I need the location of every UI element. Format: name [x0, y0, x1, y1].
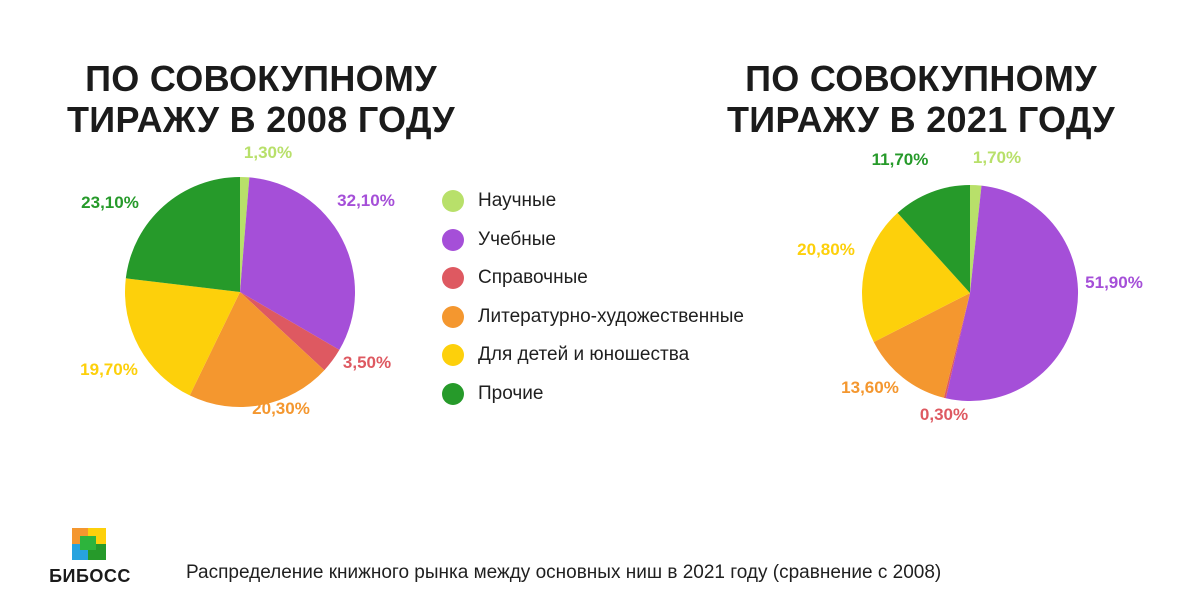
- legend-label-education: Учебные: [478, 228, 556, 250]
- pie-2021-label-education: 51,90%: [1085, 273, 1143, 292]
- legend-label-other: Прочие: [478, 382, 544, 404]
- legend-item-reference: Справочные: [442, 259, 744, 298]
- pie-2008-slice-children: [125, 278, 240, 396]
- legend-item-fiction: Литературно-художественные: [442, 298, 744, 337]
- legend-item-children: Для детей и юношества: [442, 336, 744, 375]
- brand-name: БИБОСС: [49, 566, 131, 586]
- pie-2021-slice-education: [945, 185, 1079, 402]
- pie-2021-slice-science: [970, 185, 982, 293]
- pie-2008-label-science: 1,30%: [244, 143, 292, 162]
- chart-title-2008: ПО СОВОКУПНОМУ ТИРАЖУ В 2008 ГОДУ: [67, 58, 455, 140]
- pie-2021-slice-children: [862, 212, 970, 343]
- pie-2008-slice-science: [240, 176, 250, 292]
- legend-swatch-other: [442, 382, 464, 405]
- legend-swatch-education: [442, 228, 464, 251]
- footer-caption: Распределение книжного рынка между основ…: [186, 562, 942, 583]
- logo-mark-icon: [72, 528, 106, 560]
- pie-2021-label-fiction: 13,60%: [841, 378, 899, 397]
- pie-2008-slice-other: [125, 177, 240, 292]
- pie-2008-slice-fiction: [189, 292, 325, 407]
- pie-2008-label-fiction: 20,30%: [252, 399, 310, 418]
- pie-2021-label-children: 20,80%: [797, 240, 855, 259]
- legend-swatch-reference: [442, 267, 464, 290]
- brand-logo: БИБОСС: [44, 528, 136, 590]
- legend-label-reference: Справочные: [478, 267, 588, 289]
- pie-2021-slice-fiction: [873, 293, 970, 398]
- chart-title-2021: ПО СОВОКУПНОМУ ТИРАЖУ В 2021 ГОДУ: [727, 58, 1115, 140]
- pie-2021-label-science: 1,70%: [973, 148, 1021, 167]
- pie-2008-label-other: 23,10%: [81, 193, 139, 212]
- legend-swatch-fiction: [442, 305, 464, 328]
- legend-item-science: Научные: [442, 182, 744, 221]
- legend: Научные Учебные Справочные Литературно-х…: [442, 182, 744, 413]
- pie-2008-slice-education: [240, 177, 356, 350]
- pie-2021-label-reference: 0,30%: [920, 405, 968, 424]
- pie-2021-slice-other: [897, 185, 970, 293]
- legend-label-fiction: Литературно-художественные: [478, 305, 744, 327]
- pie-2008-label-reference: 3,50%: [343, 353, 391, 372]
- pie-2008-label-education: 32,10%: [337, 191, 395, 210]
- legend-item-other: Прочие: [442, 375, 744, 414]
- legend-swatch-children: [442, 344, 464, 367]
- legend-label-children: Для детей и юношества: [478, 344, 690, 366]
- pie-2008-label-children: 19,70%: [80, 360, 138, 379]
- pie-2021-slice-reference: [943, 293, 970, 399]
- legend-label-science: Научные: [478, 190, 557, 212]
- legend-item-education: Учебные: [442, 221, 744, 260]
- legend-swatch-science: [442, 190, 464, 213]
- pie-2008-slice-reference: [240, 292, 340, 371]
- pie-2021-label-other: 11,70%: [872, 150, 929, 169]
